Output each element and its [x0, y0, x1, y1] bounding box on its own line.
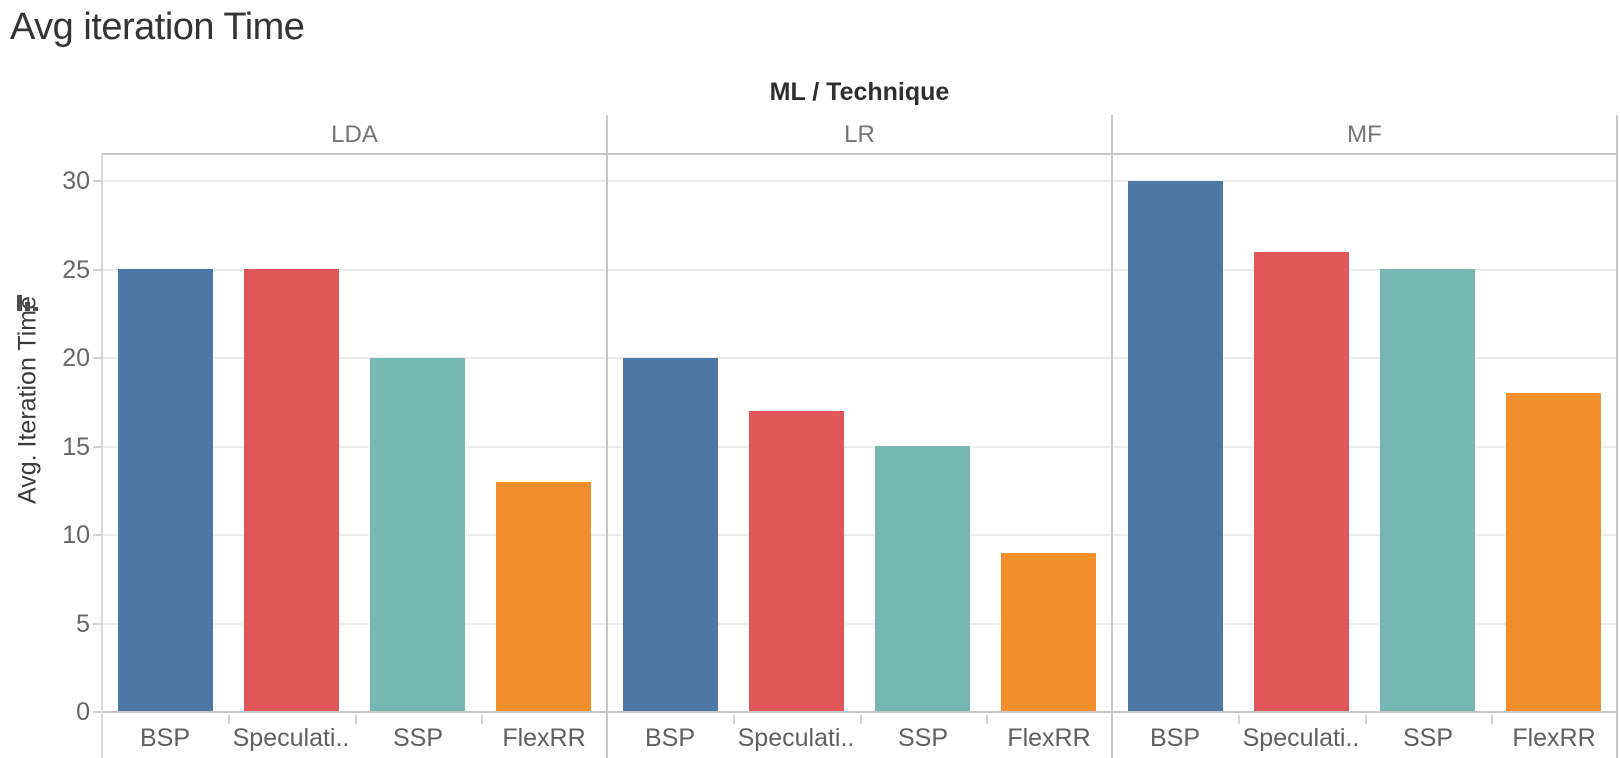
x-axis-tick [1365, 715, 1367, 724]
y-tick-label-25: 25 [62, 255, 90, 284]
column-field-header: ML / Technique [769, 78, 950, 106]
y-tick-label-20: 20 [62, 344, 90, 372]
gridline [102, 445, 1617, 448]
bar-lr-flexrr[interactable] [1001, 553, 1096, 712]
bar-lda-flexrr[interactable] [496, 482, 591, 712]
x-axis-tick [355, 715, 357, 724]
bar-lr-speculati[interactable] [749, 411, 844, 712]
y-axis-tick [93, 622, 102, 625]
x-label-mf-speculati[interactable]: Speculati.. [1242, 724, 1360, 752]
bar-mf-flexrr[interactable] [1506, 393, 1601, 712]
x-label-lda-speculati[interactable]: Speculati.. [232, 724, 350, 752]
x-label-lr-ssp[interactable]: SSP [897, 724, 949, 752]
x-label-mf-bsp[interactable]: BSP [1149, 724, 1201, 752]
panel-header-lr[interactable]: LR [844, 121, 875, 148]
x-axis-tick [860, 715, 862, 724]
gridline [102, 180, 1617, 182]
panel-header-lda[interactable]: LDA [331, 121, 378, 148]
x-label-mf-flexrr[interactable]: FlexRR [1512, 724, 1596, 752]
header-divider [102, 153, 1617, 155]
panel-separator [1111, 115, 1113, 758]
x-axis-tick [733, 715, 735, 724]
x-label-lda-ssp[interactable]: SSP [392, 724, 444, 752]
y-axis-line [101, 153, 103, 758]
gridline [102, 268, 1617, 271]
bar-lda-bsp[interactable] [118, 269, 213, 712]
y-axis-tick [93, 445, 102, 448]
x-axis-baseline [102, 711, 1617, 713]
bar-lda-speculati[interactable] [244, 269, 339, 712]
panel-separator [606, 115, 608, 758]
y-axis-tick [93, 357, 102, 359]
gridline [102, 357, 1617, 359]
x-axis-tick [1238, 715, 1240, 724]
x-axis-tick [1491, 715, 1493, 724]
bar-mf-ssp[interactable] [1380, 269, 1475, 712]
bar-lr-bsp[interactable] [623, 358, 718, 712]
x-axis-tick [986, 715, 988, 724]
y-tick-label-30: 30 [62, 167, 90, 195]
x-label-lda-bsp[interactable]: BSP [139, 724, 191, 752]
x-label-lr-bsp[interactable]: BSP [644, 724, 696, 752]
y-tick-label-5: 5 [76, 609, 90, 638]
x-axis-tick [481, 715, 483, 724]
y-axis-tick [93, 180, 102, 182]
y-tick-label-15: 15 [62, 432, 90, 461]
bar-lr-ssp[interactable] [875, 446, 970, 712]
x-label-lr-flexrr[interactable]: FlexRR [1007, 724, 1091, 752]
y-axis-tick [93, 711, 102, 713]
bar-mf-speculati[interactable] [1254, 252, 1349, 712]
y-tick-label-10: 10 [62, 521, 90, 549]
x-label-lr-speculati[interactable]: Speculati.. [737, 724, 855, 752]
y-axis-tick [93, 534, 102, 536]
gridline [102, 534, 1617, 536]
bar-lda-ssp[interactable] [370, 358, 465, 712]
sort-descending-icon[interactable] [17, 293, 41, 313]
x-axis-tick [228, 715, 230, 724]
y-axis-title: Avg. Iteration Time [13, 296, 42, 504]
x-label-lda-flexrr[interactable]: FlexRR [502, 724, 586, 752]
panel-header-mf[interactable]: MF [1347, 121, 1382, 148]
bar-mf-bsp[interactable] [1128, 181, 1223, 712]
y-tick-label-0: 0 [76, 698, 90, 726]
gridline [102, 622, 1617, 625]
x-label-mf-ssp[interactable]: SSP [1402, 724, 1454, 752]
chart-title: Avg iteration Time [10, 6, 305, 48]
plot-right-border [1616, 115, 1618, 758]
y-axis-tick [93, 268, 102, 271]
